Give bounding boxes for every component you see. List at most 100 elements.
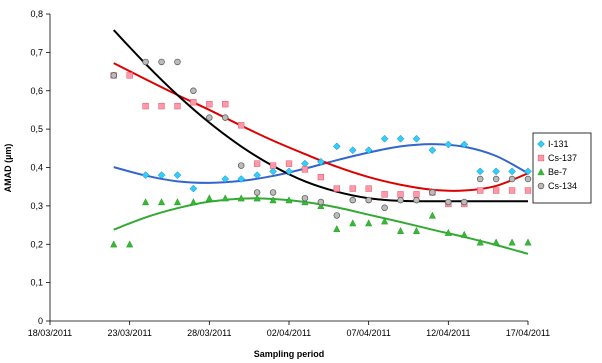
data-point-cs-137 [269, 162, 277, 169]
y-tick-label: 0,4 [30, 163, 43, 173]
data-point-i-131 [348, 146, 357, 155]
data-point-cs-137 [238, 122, 245, 129]
data-point-cs-137 [222, 101, 229, 108]
data-point-cs-134 [413, 196, 420, 204]
y-tick-label: 0,7 [30, 47, 43, 57]
legend-label-cs-137: Cs-137 [548, 153, 577, 163]
data-point-be-7 [397, 226, 405, 234]
legend-marker-cs-137 [537, 154, 545, 162]
data-point-i-131 [157, 171, 166, 180]
data-point-i-131 [444, 140, 453, 149]
data-point-be-7 [285, 196, 293, 204]
data-point-cs-134 [445, 198, 452, 206]
data-point-be-7 [110, 240, 118, 248]
data-point-be-7 [221, 194, 229, 202]
legend-label-cs-134: Cs-134 [548, 181, 577, 191]
x-axis-title: Sampling period [254, 349, 325, 359]
data-point-cs-137 [126, 72, 133, 79]
x-tick-label: 07/04/2011 [346, 328, 390, 338]
data-point-i-131 [476, 167, 485, 176]
data-point-i-131 [317, 157, 325, 166]
data-points [110, 58, 532, 248]
data-point-cs-137 [349, 185, 356, 192]
data-point-i-131 [460, 140, 469, 149]
data-point-cs-137 [317, 173, 325, 181]
data-point-be-7 [381, 217, 389, 225]
data-point-cs-134 [301, 194, 309, 202]
x-tick-label: 17/04/2011 [506, 328, 550, 338]
data-point-be-7 [460, 230, 468, 238]
legend-marker-cs-134 [537, 182, 545, 190]
data-point-i-131 [364, 146, 373, 155]
data-point-cs-134 [365, 196, 372, 204]
data-point-i-131 [189, 184, 198, 193]
data-point-cs-134 [206, 114, 213, 121]
data-point-i-131 [285, 167, 293, 176]
data-point-cs-134 [461, 198, 468, 206]
x-tick-label: 18/03/2011 [28, 328, 72, 338]
data-point-cs-134 [333, 212, 341, 219]
data-point-be-7 [444, 228, 452, 236]
data-point-cs-134 [174, 58, 181, 66]
data-point-be-7 [333, 225, 341, 233]
data-point-cs-134 [381, 204, 388, 212]
data-point-be-7 [301, 198, 309, 206]
x-tick-label: 02/04/2011 [267, 328, 311, 338]
data-point-cs-137 [190, 99, 197, 106]
data-point-i-131 [237, 175, 246, 183]
data-point-be-7 [508, 238, 516, 246]
data-point-cs-137 [381, 191, 388, 198]
data-point-cs-137 [492, 187, 500, 194]
data-point-i-131 [141, 171, 150, 180]
data-point-be-7 [205, 194, 213, 202]
legend: I-131 Cs-137 Be-7 Cs-134 [532, 132, 592, 204]
y-tick-label: 0 [38, 316, 43, 326]
axes: 0 0,1 0,2 0,3 0,4 0,5 0,6 0,7 0,8 18/03/2011 23/03… [28, 9, 550, 338]
data-point-cs-137 [413, 191, 420, 198]
data-point-i-131 [173, 171, 182, 180]
data-point-i-131 [332, 142, 341, 151]
data-point-cs-137 [174, 102, 181, 110]
data-point-be-7 [126, 240, 134, 248]
data-point-i-131 [428, 146, 437, 155]
x-tick-label: 28/03/2011 [187, 328, 231, 338]
y-tick-label: 0,8 [30, 9, 43, 19]
data-point-i-131 [508, 167, 516, 176]
data-point-cs-137 [158, 102, 165, 110]
data-point-be-7 [492, 238, 500, 246]
data-point-cs-137 [206, 101, 213, 108]
y-tick-label: 0,2 [30, 239, 43, 249]
data-point-i-131 [269, 167, 277, 176]
data-point-cs-134 [253, 189, 261, 196]
data-point-i-131 [253, 171, 261, 180]
x-tick-label: 12/04/2011 [426, 328, 470, 338]
legend-marker-be-7 [537, 168, 545, 176]
data-point-be-7 [365, 219, 373, 227]
data-point-cs-134 [317, 198, 325, 206]
data-point-be-7 [317, 202, 325, 209]
data-point-cs-134 [397, 196, 404, 204]
data-point-cs-134 [158, 58, 165, 66]
data-point-cs-134 [476, 175, 484, 183]
data-point-be-7 [237, 194, 245, 202]
data-point-be-7 [349, 219, 357, 227]
data-point-cs-137 [142, 102, 149, 110]
data-point-cs-134 [142, 58, 149, 66]
data-point-i-131 [524, 167, 532, 176]
data-point-cs-134 [492, 175, 500, 183]
y-tick-label: 0,5 [30, 124, 43, 134]
y-tick-label: 0,3 [30, 201, 43, 211]
y-axis-title: AMAD (µm) [3, 144, 13, 193]
data-point-cs-134 [237, 162, 245, 169]
data-point-i-131 [380, 134, 389, 143]
data-point-be-7 [428, 211, 436, 219]
data-point-cs-137 [285, 160, 293, 167]
legend-marker-i-131 [537, 140, 545, 148]
data-point-i-131 [492, 167, 500, 176]
data-point-cs-134 [524, 175, 532, 183]
data-point-cs-134 [190, 87, 197, 94]
data-point-be-7 [142, 198, 150, 206]
data-point-be-7 [189, 198, 197, 206]
data-point-cs-134 [222, 114, 229, 121]
